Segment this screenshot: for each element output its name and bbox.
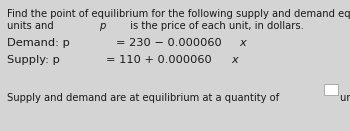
Text: Supply: p: Supply: p <box>7 55 63 65</box>
Text: units and: units and <box>7 21 57 31</box>
Text: Supply and demand are at equilibrium at a quantity of: Supply and demand are at equilibrium at … <box>7 93 279 103</box>
Text: is the price of each unit, in dollars.: is the price of each unit, in dollars. <box>127 21 304 31</box>
Text: = 230 − 0.000060: = 230 − 0.000060 <box>116 38 222 48</box>
Text: = 110 + 0.000060: = 110 + 0.000060 <box>106 55 211 65</box>
Bar <box>324 84 338 95</box>
Text: x: x <box>239 38 246 48</box>
Text: units, when the price of each unit is $: units, when the price of each unit is $ <box>341 93 350 103</box>
Text: Find the point of equilibrium for the following supply and demand equations wher: Find the point of equilibrium for the fo… <box>7 9 350 19</box>
Text: x: x <box>231 55 238 65</box>
Text: Demand: p: Demand: p <box>7 38 74 48</box>
Text: p: p <box>99 21 105 31</box>
